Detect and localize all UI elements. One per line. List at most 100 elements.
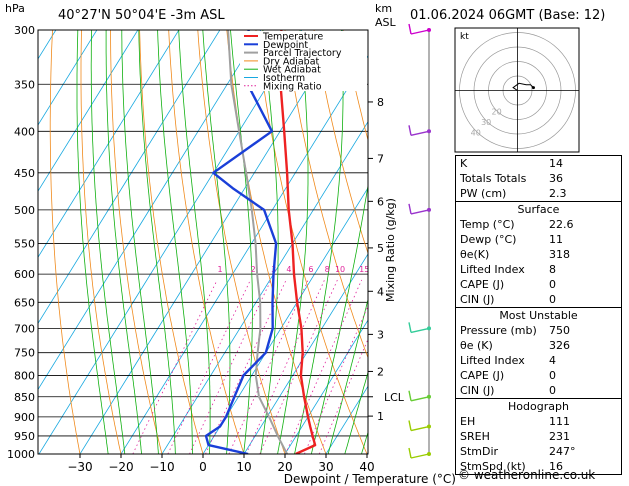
- plot-frame: [37, 29, 369, 455]
- temp-tick-label: −30: [67, 460, 92, 474]
- temperature-line: [279, 30, 317, 454]
- legend-mixing-ratio: Mixing Ratio: [263, 81, 322, 92]
- km-tick-label: 8: [377, 96, 384, 109]
- station-location: 40°27'N 50°04'E -3m ASL: [58, 8, 225, 23]
- pressure-tick-label: 300: [14, 24, 35, 37]
- dry-adiabat: [168, 30, 245, 454]
- legend-isotherm: Isotherm: [263, 73, 305, 84]
- wet-adiabat: [344, 370, 368, 454]
- stat-label: CAPE (J): [460, 369, 505, 382]
- stat-label: CIN (J): [460, 293, 495, 306]
- mixing-ratio-label: 6: [308, 265, 313, 274]
- wind-barb-flag: [408, 447, 412, 459]
- wind-barb-shaft: [410, 327, 430, 334]
- stat-row: SREH 231: [456, 429, 621, 444]
- temp-tick-label: −10: [149, 460, 174, 474]
- asl-label: ASL: [375, 16, 396, 29]
- legend-dewpoint: Dewpoint: [263, 40, 308, 51]
- wind-barb-dot: [427, 326, 431, 331]
- dry-adiabat: [80, 30, 122, 454]
- stat-row: Pressure (mb) 750: [456, 323, 621, 338]
- mixing-ratio-label: 4: [286, 265, 291, 274]
- wet-adiabat: [76, 30, 109, 454]
- stat-label: θe (K): [460, 339, 493, 352]
- stat-row: StmDir 247°: [456, 444, 621, 459]
- km-tick-label: 1: [377, 410, 384, 423]
- wet-adiabat: [260, 30, 279, 454]
- wet-adiabat: [277, 30, 309, 454]
- stat-row: Temp (°C) 22.6: [456, 217, 621, 232]
- stat-row: θe (K) 326: [456, 338, 621, 353]
- temp-tick-label: −20: [108, 460, 133, 474]
- wind-barb-shaft: [410, 453, 430, 459]
- stat-row: PW (cm) 2.3: [456, 186, 621, 201]
- pressure-tick-label: 750: [14, 347, 35, 360]
- hodograph-ring-label: 30: [481, 118, 491, 127]
- most-unstable-rows: Pressure (mb) 750 θe (K) 326 Lifted Index 4 CA…: [456, 323, 621, 398]
- isotherm-line: [38, 30, 57, 60]
- stat-value: 0: [549, 369, 556, 382]
- stat-value: 36: [549, 172, 563, 185]
- mixing-ratio-label: 10: [335, 265, 345, 274]
- stat-label: CIN (J): [460, 384, 495, 397]
- pressure-tick-label: 550: [14, 237, 35, 250]
- stat-label: Temp (°C): [460, 218, 515, 231]
- hpa-label: hPa: [5, 2, 25, 15]
- wet-adiabat: [157, 30, 193, 454]
- temp-tick-label: 20: [277, 460, 292, 474]
- temp-tick-label: 0: [199, 460, 207, 474]
- hodograph-stats-rows: EH 111 SREH 231 StmDir 247° StmSpd (kt) 16: [456, 414, 621, 474]
- stat-row: CAPE (J) 0: [456, 368, 621, 383]
- temp-tick-label: 30: [318, 460, 333, 474]
- stat-row: θe(K) 318: [456, 247, 621, 262]
- surface-rows: Temp (°C) 22.6 Dewp (°C) 11 θe(K) 318 Lifted I…: [456, 217, 621, 307]
- mixing-ratio-label: 1: [217, 265, 222, 274]
- pressure-tick-label: 600: [14, 268, 35, 281]
- km-tick-label: 2: [377, 365, 384, 378]
- stat-value: 0: [549, 293, 556, 306]
- pressure-tick-label: 1000: [7, 448, 35, 461]
- hodograph-endpoint: [531, 86, 535, 90]
- stat-row: Lifted Index 4: [456, 353, 621, 368]
- wind-barb-flag: [408, 390, 412, 401]
- datetime-base: 01.06.2024 06GMT (Base: 12): [410, 8, 606, 23]
- mixing-ratio-label: 8: [325, 265, 330, 274]
- wind-barbs: [408, 23, 431, 459]
- stat-label: PW (cm): [460, 187, 507, 200]
- stat-value: 111: [549, 415, 570, 428]
- isotherm-line: [38, 30, 98, 126]
- stat-label: SREH: [460, 430, 490, 443]
- wind-barb-dot: [427, 207, 431, 212]
- axes: 3003504004505005506006507007508008509009…: [7, 24, 375, 474]
- stat-label: Dewp (°C): [460, 233, 517, 246]
- stat-value: 22.6: [549, 218, 574, 231]
- stat-value: 2.3: [549, 187, 567, 200]
- stat-value: 231: [549, 430, 570, 443]
- pressure-tick-label: 950: [14, 430, 35, 443]
- stat-label: Totals Totals: [460, 172, 527, 185]
- mixing-ratio-line: [132, 279, 218, 454]
- stat-label: StmSpd (kt): [460, 460, 526, 473]
- isotherm-line: [284, 319, 368, 454]
- wet-adiabat: [105, 30, 143, 454]
- isotherm-line: [38, 30, 180, 258]
- stat-value: 14: [549, 157, 563, 170]
- wind-barb-flag: [408, 203, 412, 215]
- wet-adiabat: [178, 30, 211, 454]
- stat-value: 11: [549, 233, 563, 246]
- stat-label: Pressure (mb): [460, 324, 537, 337]
- legend-box: [240, 31, 367, 91]
- wind-barb-flag: [408, 322, 412, 333]
- wind-barb-dot: [427, 394, 431, 399]
- mixing-ratio-label: 2: [251, 265, 256, 274]
- dry-adiabat: [139, 30, 204, 454]
- legend-wet-adiabat: Wet Adiabat: [263, 65, 321, 76]
- stat-row: Totals Totals 36: [456, 171, 621, 186]
- stat-row: K 14: [456, 156, 621, 171]
- isotherm-line: [161, 120, 368, 454]
- pressure-tick-label: 700: [14, 322, 35, 335]
- stat-row: CIN (J) 0: [456, 292, 621, 307]
- wind-barb-shaft: [410, 209, 430, 215]
- wet-adiabat: [202, 30, 231, 454]
